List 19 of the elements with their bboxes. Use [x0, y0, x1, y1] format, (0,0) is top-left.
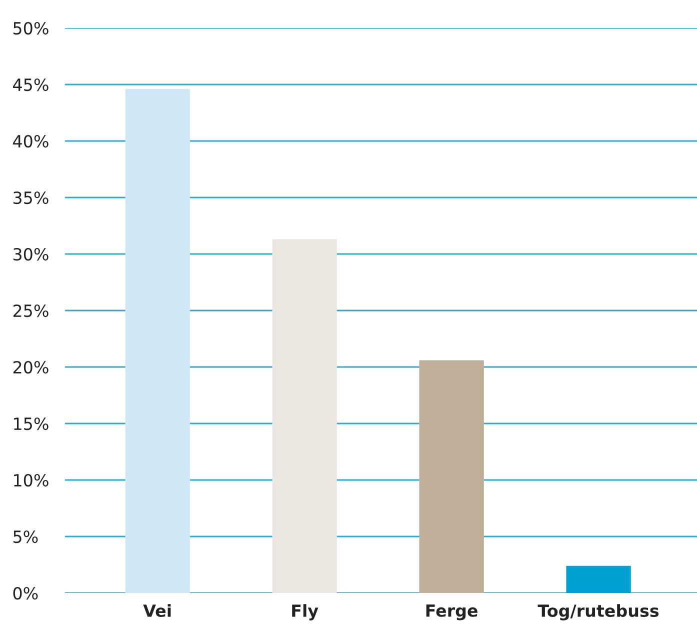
y-tick-label: 25% — [13, 304, 48, 318]
x-tick-label: Vei — [143, 604, 171, 618]
y-tick-label: 0% — [13, 586, 38, 600]
bar — [272, 239, 337, 593]
bar — [125, 89, 190, 593]
bar — [566, 566, 631, 593]
bar — [419, 360, 484, 593]
x-tick-label: Tog/rutebuss — [538, 604, 659, 620]
y-tick-label: 40% — [13, 134, 48, 148]
y-tick-label: 35% — [13, 191, 48, 204]
y-tick-label: 15% — [14, 417, 48, 430]
y-tick-label: 10% — [14, 474, 48, 487]
y-tick-label: 30% — [13, 248, 48, 261]
x-tick-label: Fly — [292, 604, 318, 620]
x-tick-label: Ferge — [426, 604, 478, 620]
y-tick-label: 45% — [13, 78, 48, 92]
y-tick-label: 50% — [14, 22, 48, 35]
y-tick-label: 5% — [14, 530, 38, 544]
y-tick-label: 20% — [13, 360, 48, 374]
